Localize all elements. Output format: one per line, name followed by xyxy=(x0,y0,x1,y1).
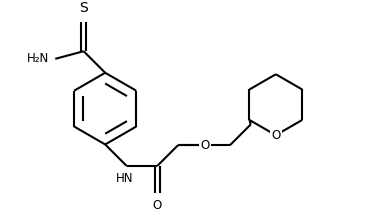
Text: S: S xyxy=(79,1,88,15)
Text: O: O xyxy=(200,139,210,152)
Text: O: O xyxy=(271,129,281,142)
Text: HN: HN xyxy=(116,172,134,185)
Text: H₂N: H₂N xyxy=(27,52,49,65)
Text: O: O xyxy=(152,199,162,212)
